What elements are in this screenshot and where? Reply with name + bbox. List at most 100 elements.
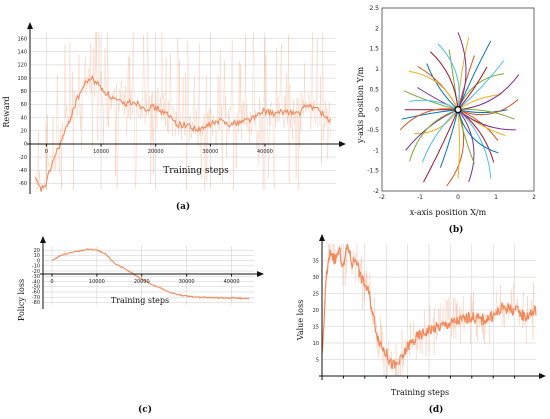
panel-b-trajectory-33 [457,109,492,179]
panel-b-trajectory-7 [457,40,492,110]
c-x-tick-label: 20000 [134,279,150,285]
panel-b-trajectory-27 [423,109,459,183]
panel-b-trajectory-28 [439,109,459,168]
panel-b-y-tick-label: -1.5 [367,168,379,175]
panel-b-x-tick-label: -1 [417,194,423,201]
panel-d-value-loss-line [321,243,537,369]
panel-a-grid [30,32,336,190]
panel-c-axes [40,236,264,309]
panel-b-tick-labels: -2 -1 0 1 2 2.5 2 1.5 1 0.5 0 -0.5 -1 -1.5 -2 [367,5,536,201]
d-x-axis-arrow [539,373,546,379]
panel-b-y-tick-label: -0.5 [367,127,379,134]
c-x-tick-label: 30000 [179,279,195,285]
c-x-axis-arrow [257,271,264,277]
a-x-tick-label: 0 [45,149,48,155]
panel-b-trajectories [399,32,520,187]
panel-b-x-tick-label: 2 [532,194,536,201]
panel-b-x-tick-label: 1 [494,194,498,201]
panel-a-x-axis-label: Training steps [163,166,229,176]
c-x-tick-label: 10000 [89,279,105,285]
d-y-axis-arrow [319,234,325,241]
c-y-tick-label: -40 [32,279,40,285]
a-y-axis-arrow [27,22,33,29]
c-y-tick-label: 20 [34,248,40,254]
c-x-tick-label: 0 [50,279,53,285]
panel-d-tick-labels: 35 30 25 20 15 10 5 [313,258,319,363]
panel-b-trajectory-2 [457,94,502,111]
panel-b-trajectory-24 [405,109,459,151]
a-y-tick-label: 60 [21,102,27,108]
panel-b-trajectory-39 [457,108,515,120]
c-y-tick-label: -70 [32,295,40,301]
a-y-tick-label: 80 [21,89,27,95]
panel-b-y-tick-label: 1.5 [369,46,379,53]
panel-b-frame [381,7,535,192]
panel-b-trajectory-36 [457,109,499,141]
panel-b-trajectory-19 [409,99,459,111]
a-y-tick-label: 160 [17,36,27,42]
d-raw-line [321,243,537,377]
c-y-tick-label: -60 [32,290,40,296]
panel-b-trajectory-3 [457,74,520,111]
a-y-tick-label: 40 [21,115,27,121]
panel-b-trajectory-30 [457,109,460,179]
panel-b-trajectory-21 [401,109,459,120]
panel-c-y-axis-label: Policy loss [17,279,26,321]
panel-b-trajectory-6 [457,66,488,111]
c-y-tick-label: -50 [32,285,40,291]
panel-d-axes [319,234,546,380]
c-x-tick-label: 40000 [224,279,240,285]
panel-b-trajectory-10 [457,32,467,110]
c-y-tick-label: 0 [37,258,40,264]
panel-b-x-tick-label: 0 [456,194,460,201]
panel-b-trajectory-38 [457,109,516,131]
panel-d-grid [322,244,536,376]
panel-b-y-tick-label: 2 [375,25,379,32]
panel-c-x-axis-label: Training steps [111,296,169,305]
panel-b-trajectory-18 [403,90,459,111]
d-y-tick-label: 10 [313,341,319,347]
panel-a-reward-chart: 160 140 120 100 80 60 40 20 0 -20 -40 -60 0 10000 2000… [2,22,346,212]
panel-d-caption: (d) [429,404,444,415]
panel-b-caption: (b) [449,224,464,235]
panel-b-trajectory-14 [426,63,459,111]
panel-d-y-axis-label: Value loss [296,300,305,341]
c-y-tick-label: -20 [32,269,40,275]
panel-a-y-axis-label: Reward [2,96,11,127]
panel-b-trajectory-22 [399,108,459,131]
panel-b-trajectory-35 [457,109,499,154]
a-y-tick-label: 20 [21,129,27,135]
panel-b-y-tick-label: 2.5 [369,5,379,12]
panel-a-tick-labels: 160 140 120 100 80 60 40 20 0 -20 -40 -60 0 10000 2000… [17,36,272,187]
panel-b-trajectory-12 [437,43,460,110]
a-x-tick-label: 20000 [148,149,164,155]
c-y-axis-arrow [40,236,46,243]
panel-c-grid [43,246,254,305]
panel-b-y-tick-label: 0.5 [369,86,379,93]
panel-b-y-tick-label: -2 [373,188,379,195]
panel-b-trajectory-16 [408,70,459,110]
panel-b-y-tick-label: -1 [373,147,379,154]
d-y-tick-label: 35 [313,258,319,264]
panel-b-y-tick-label: 0 [375,107,379,114]
d-y-tick-label: 25 [313,291,319,297]
a-y-tick-label: -60 [19,181,27,187]
c-y-tick-label: -80 [32,300,40,306]
d-y-tick-label: 30 [313,275,319,281]
a-raw-line [35,31,331,191]
d-y-tick-label: 20 [313,308,319,314]
d-y-tick-label: 15 [313,324,319,330]
panel-b-y-tick-label: 1 [375,66,379,73]
panel-a-raw-series [35,31,331,191]
panel-b-trajectory-13 [430,51,459,110]
panel-b-origin-marker [454,105,462,114]
panel-d-raw-series [321,243,537,377]
panel-c-caption: (c) [138,404,152,415]
a-x-tick-label: 30000 [202,149,218,155]
panel-a-axes [27,22,346,194]
d-y-tick-label: 5 [316,357,319,363]
